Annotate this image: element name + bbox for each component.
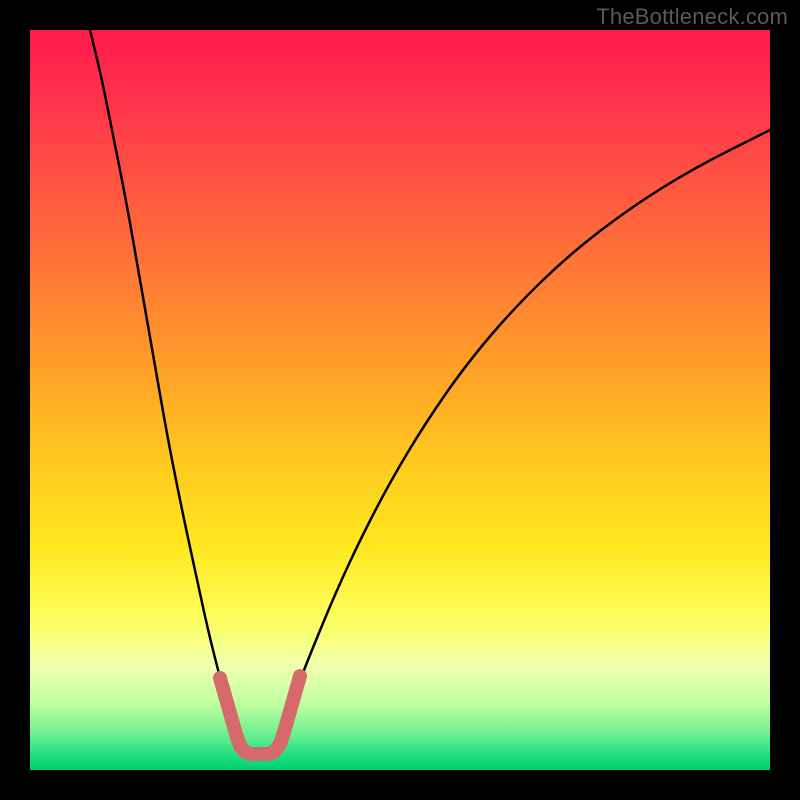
curves-svg [30,30,770,770]
bottom-v-mark [220,676,300,754]
curve-right-branch [278,130,770,740]
plot-area [30,30,770,770]
curve-left-branch [90,30,238,740]
chart-frame: TheBottleneck.com [0,0,800,800]
watermark-text: TheBottleneck.com [596,4,788,30]
